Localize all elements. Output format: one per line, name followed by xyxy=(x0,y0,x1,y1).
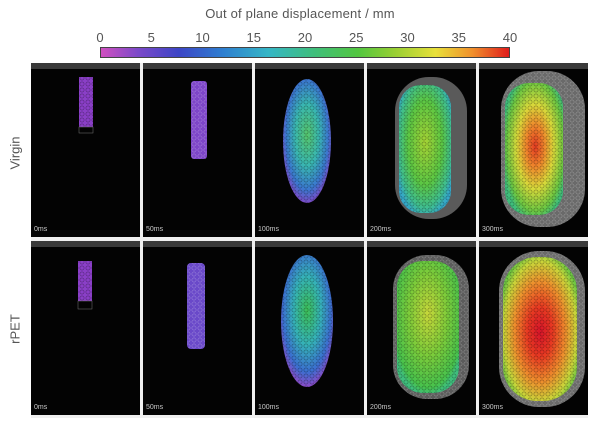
bottle-image xyxy=(479,241,588,407)
tick-label: 25 xyxy=(349,30,364,45)
tick-label: 10 xyxy=(195,30,210,45)
frame-virgin-300ms: 300ms xyxy=(479,63,588,237)
colorbar xyxy=(100,47,510,58)
row-label-virgin: Virgin xyxy=(4,68,26,238)
tick-label: 5 xyxy=(147,30,155,45)
frame-rpet-300ms: 300ms xyxy=(479,241,588,415)
bottle-image xyxy=(143,241,252,349)
frame-rpet-0ms: 0ms xyxy=(31,241,140,415)
timestamp: 300ms xyxy=(482,404,504,411)
tick-label: 35 xyxy=(451,30,466,45)
colorbar-tick-labels: 0 5 10 15 20 25 30 35 40 xyxy=(96,30,517,45)
frame-virgin-50ms: 50ms xyxy=(143,63,252,237)
timestamp: 200ms xyxy=(370,404,392,411)
row-label-text: Virgin xyxy=(7,136,23,170)
timestamp: 200ms xyxy=(370,226,392,233)
timestamp: 0ms xyxy=(34,404,48,411)
bottle-image xyxy=(479,63,588,227)
bottle-image xyxy=(31,63,140,134)
colorbar-title: Out of plane displacement / mm xyxy=(205,6,395,21)
frame-rpet-100ms: 100ms xyxy=(255,241,364,415)
bottle-image xyxy=(143,63,252,159)
timestamp: 100ms xyxy=(258,226,280,233)
timestamp: 100ms xyxy=(258,404,280,411)
timestamp: 0ms xyxy=(34,226,48,233)
timestamp: 50ms xyxy=(146,404,164,411)
bottle-image xyxy=(255,63,364,203)
frame-virgin-200ms: 200ms xyxy=(367,63,476,237)
row-label-rpet: rPET xyxy=(4,244,26,414)
frame-virgin-0ms: 0ms xyxy=(31,63,140,237)
timestamp: 300ms xyxy=(482,226,504,233)
frame-rpet-50ms: 50ms xyxy=(143,241,252,415)
tick-label: 20 xyxy=(297,30,313,45)
row-label-text: rPET xyxy=(7,314,23,344)
tick-label: 15 xyxy=(246,30,261,45)
bottle-image xyxy=(255,241,364,387)
timestamp: 50ms xyxy=(146,226,164,233)
tick-label: 40 xyxy=(502,30,518,45)
bottle-image xyxy=(367,241,476,399)
bottle-image xyxy=(367,63,476,219)
frame-virgin-100ms: 100ms xyxy=(255,63,364,237)
frame-rpet-200ms: 200ms xyxy=(367,241,476,415)
tick-label: 30 xyxy=(400,30,415,45)
tick-label: 0 xyxy=(96,30,104,45)
bottle-image xyxy=(31,241,140,310)
image-grid: 0ms 50ms 100ms 200ms xyxy=(31,63,588,418)
